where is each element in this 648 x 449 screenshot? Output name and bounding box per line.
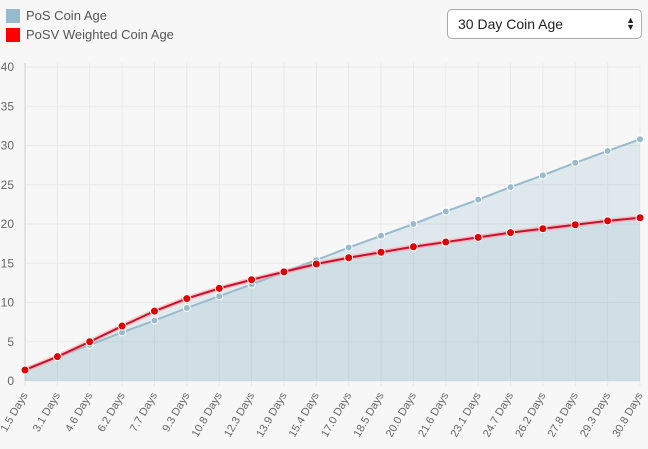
data-point bbox=[538, 171, 547, 180]
data-point bbox=[571, 158, 580, 167]
x-tick-label: 24.7 Days bbox=[481, 390, 516, 439]
data-point bbox=[117, 321, 127, 331]
series-area-1 bbox=[25, 217, 640, 381]
x-tick-label: 6.2 Days bbox=[96, 390, 128, 434]
data-point bbox=[85, 337, 95, 347]
x-tick-label: 15.4 Days bbox=[287, 390, 322, 439]
data-point bbox=[311, 259, 321, 269]
data-point bbox=[441, 237, 451, 247]
data-point bbox=[150, 316, 159, 325]
y-tick-label: 25 bbox=[1, 178, 15, 192]
x-tick-label: 18.5 Days bbox=[351, 390, 386, 439]
legend-label-pos: PoS Coin Age bbox=[26, 8, 107, 23]
x-tick-label: 27.8 Days bbox=[546, 390, 581, 439]
x-tick-label: 9.3 Days bbox=[160, 390, 192, 434]
legend-swatch-pos bbox=[6, 8, 20, 23]
data-point bbox=[506, 228, 516, 238]
x-tick-label: 17.0 Days bbox=[319, 390, 354, 439]
chart-legend: PoS Coin Age PoSV Weighted Coin Age bbox=[6, 6, 174, 44]
y-tick-label: 30 bbox=[1, 139, 15, 153]
data-point bbox=[441, 207, 450, 216]
x-tick-label: 13.9 Days bbox=[254, 390, 289, 439]
data-point bbox=[52, 352, 62, 362]
data-point bbox=[20, 365, 30, 375]
series-line-0 bbox=[24, 138, 641, 371]
data-point bbox=[377, 231, 386, 240]
x-tick-label: 4.6 Days bbox=[63, 390, 95, 434]
data-point bbox=[215, 292, 224, 301]
x-tick-label: 26.2 Days bbox=[513, 390, 548, 439]
legend-label-posv: PoSV Weighted Coin Age bbox=[26, 27, 174, 42]
data-point bbox=[247, 275, 257, 285]
y-tick-label: 20 bbox=[1, 217, 15, 231]
data-point bbox=[344, 243, 353, 252]
x-tick-label: 30.8 Days bbox=[610, 390, 645, 439]
legend-swatch-posv bbox=[6, 27, 20, 42]
x-tick-label: 7.7 Days bbox=[128, 390, 160, 434]
y-tick-label: 15 bbox=[1, 256, 15, 270]
data-point bbox=[538, 224, 548, 234]
data-point bbox=[279, 267, 289, 277]
data-point bbox=[603, 146, 612, 155]
data-point bbox=[570, 220, 580, 230]
x-tick-label: 3.1 Days bbox=[31, 390, 63, 434]
data-point bbox=[603, 216, 613, 226]
x-tick-label: 10.8 Days bbox=[190, 390, 225, 439]
select-arrows-icon: ▲ ▼ bbox=[626, 15, 635, 32]
data-point bbox=[473, 232, 483, 242]
data-point bbox=[635, 213, 645, 223]
x-tick-label: 12.3 Days bbox=[222, 390, 257, 439]
legend-item-posv: PoSV Weighted Coin Age bbox=[6, 25, 174, 44]
legend-item-pos: PoS Coin Age bbox=[6, 6, 174, 25]
y-tick-label: 5 bbox=[7, 335, 14, 349]
select-value: 30 Day Coin Age bbox=[458, 16, 564, 32]
data-point bbox=[636, 135, 644, 144]
y-tick-label: 40 bbox=[1, 60, 15, 74]
data-point bbox=[408, 242, 418, 252]
y-tick-label: 10 bbox=[1, 296, 15, 310]
series-line-1 bbox=[24, 216, 641, 371]
y-tick-label: 35 bbox=[1, 99, 15, 113]
x-tick-label: 1.5 Days bbox=[0, 390, 31, 434]
data-point bbox=[376, 247, 386, 257]
y-tick-label: 0 bbox=[7, 374, 14, 388]
data-point bbox=[149, 306, 159, 316]
coin-age-period-select[interactable]: 30 Day Coin Age ▲ ▼ bbox=[447, 9, 642, 39]
x-tick-label: 20.0 Days bbox=[384, 390, 419, 439]
x-tick-label: 21.6 Days bbox=[416, 390, 451, 439]
data-point bbox=[409, 220, 418, 228]
data-point bbox=[506, 183, 515, 192]
data-point bbox=[214, 283, 224, 293]
data-point bbox=[182, 294, 192, 304]
data-point bbox=[474, 195, 483, 204]
x-tick-label: 29.3 Days bbox=[578, 390, 613, 439]
data-point bbox=[182, 303, 191, 312]
x-tick-label: 23.1 Days bbox=[449, 390, 484, 439]
data-point bbox=[344, 253, 354, 263]
